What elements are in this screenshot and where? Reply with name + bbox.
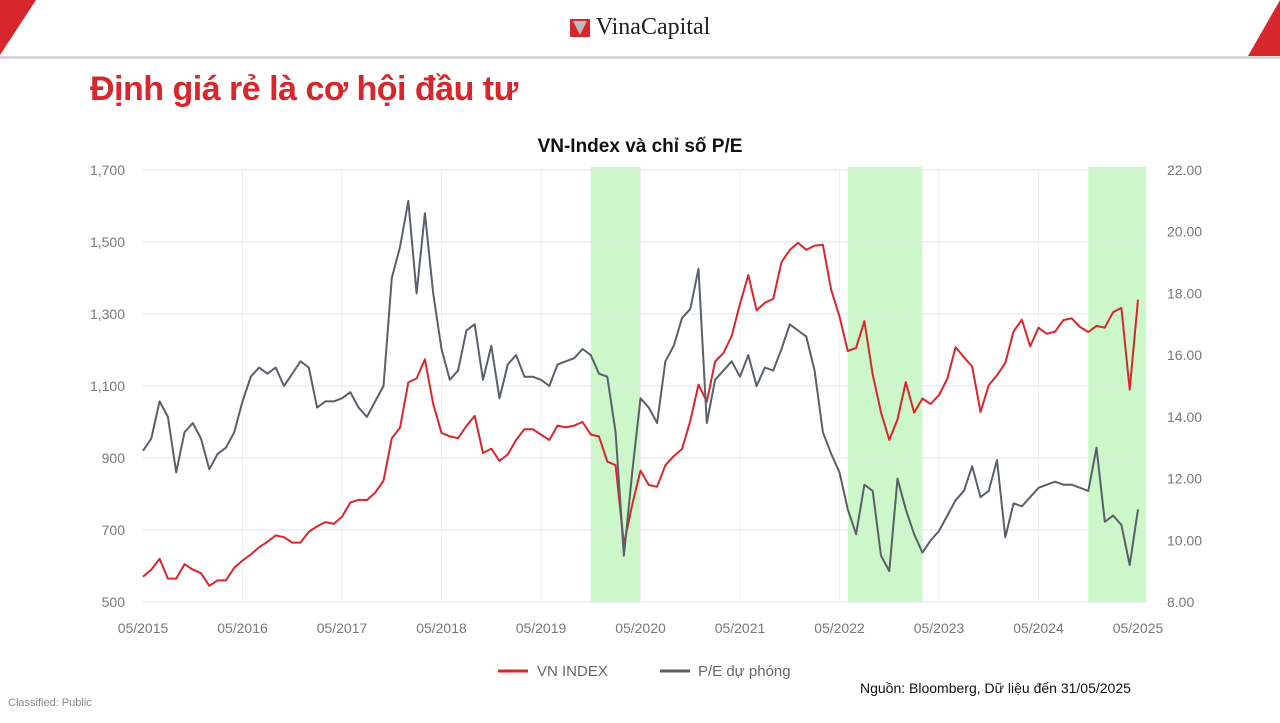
- x-tick-label: 05/2016: [217, 620, 268, 636]
- y-left-tick-label: 500: [102, 594, 126, 610]
- y-right-tick-label: 10.00: [1167, 532, 1202, 548]
- highlight-band: [590, 167, 641, 602]
- x-tick-label: 05/2015: [118, 620, 169, 636]
- x-tick-label: 05/2025: [1113, 620, 1164, 636]
- x-tick-label: 05/2017: [317, 620, 368, 636]
- corner-accent-left: [0, 0, 36, 55]
- logo-text: VinaCapital: [595, 14, 711, 40]
- y-right-tick-label: 22.00: [1167, 162, 1202, 178]
- series-line-vn-index: [142, 241, 1139, 587]
- y-right-tick-label: 18.00: [1167, 285, 1202, 301]
- y-left-tick-label: 1,700: [90, 162, 125, 178]
- header-divider: [0, 56, 1280, 59]
- highlight-band: [1088, 167, 1147, 602]
- x-tick-label: 05/2024: [1013, 620, 1064, 636]
- x-tick-label: 05/2021: [715, 620, 766, 636]
- x-tick-label: 05/2020: [615, 620, 666, 636]
- x-tick-label: 05/2019: [516, 620, 567, 636]
- source-note: Nguồn: Bloomberg, Dữ liệu đến 31/05/2025: [860, 680, 1131, 696]
- slide-title: Định giá rẻ là cơ hội đầu tư: [90, 70, 518, 108]
- y-left-tick-label: 1,300: [90, 306, 125, 322]
- y-left-tick-label: 900: [102, 450, 126, 466]
- y-left-tick-label: 1,100: [90, 378, 125, 394]
- x-tick-label: 05/2023: [914, 620, 965, 636]
- y-right-tick-label: 16.00: [1167, 347, 1202, 363]
- logo-mark-icon: [569, 18, 590, 37]
- y-right-tick-label: 12.00: [1167, 471, 1202, 487]
- x-tick-label: 05/2018: [416, 620, 467, 636]
- corner-accent-right: [1248, 0, 1280, 56]
- y-left-tick-label: 1,500: [90, 234, 125, 250]
- y-right-tick-label: 20.00: [1167, 224, 1202, 240]
- highlight-band: [847, 167, 923, 602]
- series-line-pe: [142, 199, 1139, 573]
- classification-label: Classified: Public: [8, 697, 92, 709]
- vinacapital-logo: VinaCapital: [0, 14, 1280, 41]
- legend-label-vn-index: VN INDEX: [537, 663, 608, 680]
- legend-label-pe: P/E dự phóng: [698, 663, 791, 680]
- y-right-tick-label: 14.00: [1167, 409, 1202, 425]
- y-right-tick-label: 8.00: [1167, 594, 1194, 610]
- y-left-tick-label: 700: [102, 522, 126, 538]
- chart-title: VN-Index và chỉ số P/E: [538, 136, 743, 157]
- x-tick-label: 05/2022: [814, 620, 865, 636]
